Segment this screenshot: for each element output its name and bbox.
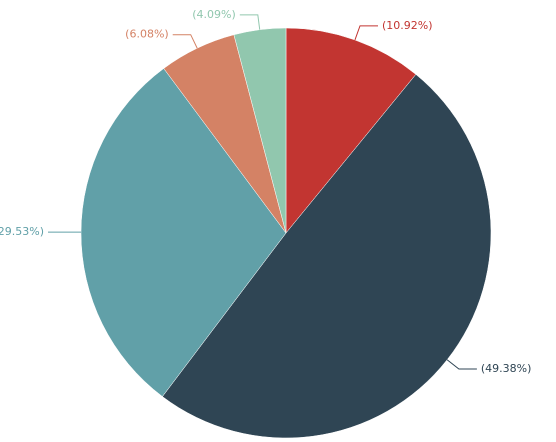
label-line	[172, 34, 198, 49]
pie-slice	[285, 27, 417, 234]
data-label: (49.38%)	[481, 362, 532, 375]
data-label: (4.09%)	[192, 8, 236, 21]
label-line	[446, 359, 477, 370]
label-line	[239, 14, 261, 30]
label-line	[354, 25, 379, 41]
data-label: (10.92%)	[382, 19, 433, 32]
data-label: (29.53%)	[0, 225, 44, 238]
data-label: (6.08%)	[125, 28, 169, 41]
pie-slice	[233, 27, 287, 234]
